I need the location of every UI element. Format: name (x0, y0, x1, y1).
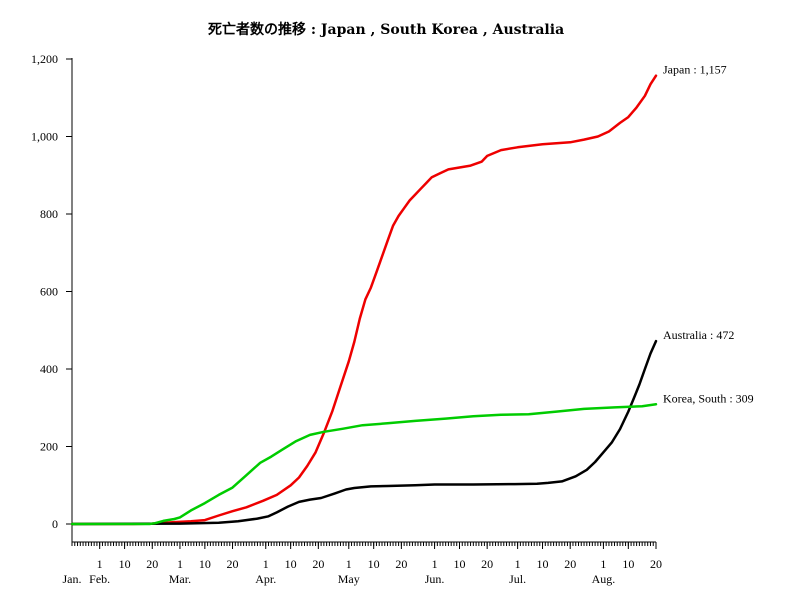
x-day-label: 1 (177, 557, 183, 571)
x-day-label: 1 (515, 557, 521, 571)
x-day-label: 20 (395, 557, 407, 571)
x-day-label: 10 (537, 557, 549, 571)
y-ticks: 0 200 400 600 800 1,000 1,200 (31, 52, 72, 531)
y-tick-label: 800 (40, 207, 58, 221)
x-day-label: 1 (600, 557, 606, 571)
x-day-label: 10 (119, 557, 131, 571)
series-line-japan (70, 74, 658, 526)
y-tick-label: 1,200 (31, 52, 58, 66)
x-day-label: 1 (432, 557, 438, 571)
x-month-label: Jul. (509, 572, 526, 586)
end-label-korea-south: Korea, South : 309 (663, 391, 754, 405)
x-day-label: 20 (227, 557, 239, 571)
end-label-japan: Japan : 1,157 (663, 63, 727, 77)
x-month-label: Aug. (592, 572, 616, 586)
x-day-label: 1 (263, 557, 269, 571)
x-day-label: 20 (564, 557, 576, 571)
chart-title: 死亡者数の推移 : Japan , South Korea , Australi… (207, 21, 564, 38)
x-month-label: Feb. (89, 572, 110, 586)
x-day-label: 1 (346, 557, 352, 571)
x-day-label: 20 (312, 557, 324, 571)
x-month-label: Apr. (255, 572, 276, 586)
x-day-label: 10 (199, 557, 211, 571)
series-line-australia (70, 339, 658, 526)
end-label-australia: Australia : 472 (663, 328, 734, 342)
series-group (70, 74, 658, 526)
y-tick-label: 400 (40, 362, 58, 376)
x-month-label: Mar. (169, 572, 191, 586)
x-month-label: Jan. (63, 572, 82, 586)
x-day-label: 10 (622, 557, 634, 571)
y-tick-label: 200 (40, 440, 58, 454)
y-tick-label: 0 (52, 517, 58, 531)
y-tick-label: 1,000 (31, 130, 58, 144)
x-ticks: 1 10 20 1 10 20 1 10 20 1 10 20 1 10 20 1 10 20 1 10 20 Jan. F… (63, 542, 662, 586)
x-day-label: 10 (453, 557, 465, 571)
x-day-label: 1 (97, 557, 103, 571)
x-day-label: 20 (146, 557, 158, 571)
x-month-label: May (338, 572, 360, 586)
x-day-label: 10 (285, 557, 297, 571)
end-labels: Japan : 1,157 Australia : 472 Korea, South… (663, 63, 754, 406)
y-tick-label: 600 (40, 285, 58, 299)
x-month-label: Jun. (425, 572, 445, 586)
x-day-label: 20 (481, 557, 493, 571)
x-day-label: 20 (650, 557, 662, 571)
series-line-korea-south (70, 403, 658, 526)
x-day-label: 10 (368, 557, 380, 571)
